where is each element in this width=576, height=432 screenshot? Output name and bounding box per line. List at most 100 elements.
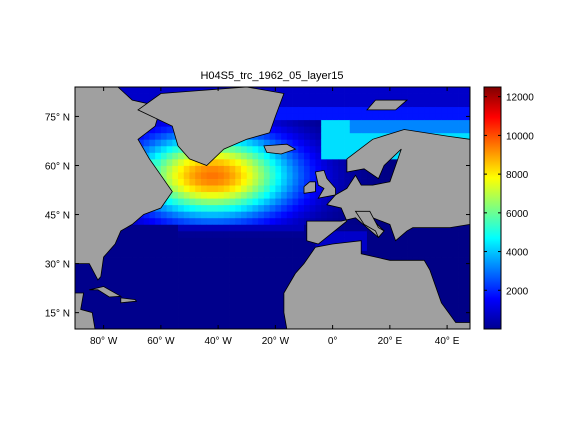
field-cell — [160, 139, 167, 147]
field-cell — [115, 243, 122, 251]
field-cell — [252, 302, 259, 310]
field-cell — [275, 113, 282, 121]
field-cell — [315, 132, 322, 140]
field-cell — [223, 315, 230, 323]
field-cell — [424, 237, 431, 245]
field-cell — [303, 178, 311, 186]
field-cell — [344, 224, 351, 232]
field-cell — [229, 191, 236, 199]
field-cell — [189, 276, 196, 284]
field-cell — [286, 224, 293, 232]
field-cell — [195, 165, 202, 173]
field-cell — [355, 119, 362, 127]
field-cell — [149, 257, 156, 264]
field-cell — [166, 126, 173, 134]
field-cell — [332, 237, 339, 245]
field-cell — [80, 302, 87, 310]
field-cell — [332, 172, 339, 179]
field-cell — [235, 217, 242, 225]
field-cell — [372, 250, 379, 258]
field-cell — [183, 191, 190, 199]
field-cell — [178, 172, 185, 179]
y-tick-label: 60° N — [45, 161, 70, 172]
field-cell — [189, 237, 196, 245]
field-cell — [229, 237, 236, 245]
field-cell — [321, 237, 328, 245]
field-cell — [355, 132, 362, 140]
field-cell — [149, 217, 156, 225]
field-cell — [212, 165, 219, 173]
field-cell — [103, 263, 110, 271]
field-cell — [155, 309, 162, 317]
field-cell — [361, 106, 368, 114]
field-cell — [241, 302, 248, 310]
field-cell — [183, 302, 190, 310]
field-cell — [178, 276, 185, 284]
field-cell — [309, 152, 316, 160]
field-cell — [441, 106, 448, 114]
field-cell — [149, 211, 156, 219]
field-cell — [241, 263, 248, 271]
field-cell — [172, 204, 179, 212]
field-cell — [263, 172, 271, 179]
field-cell — [275, 198, 282, 206]
field-cell — [172, 296, 179, 304]
field-cell — [212, 224, 219, 232]
field-cell — [447, 230, 454, 238]
field-cell — [178, 87, 185, 94]
field-cell — [172, 217, 179, 225]
field-cell — [447, 283, 454, 291]
field-cell — [160, 158, 167, 166]
field-cell — [218, 165, 225, 173]
field-cell — [246, 276, 253, 284]
field-cell — [452, 315, 459, 323]
field-cell — [195, 198, 202, 206]
field-cell — [321, 145, 328, 153]
field-cell — [303, 211, 311, 219]
field-cell — [92, 289, 99, 297]
field-cell — [235, 270, 242, 278]
field-cell — [258, 158, 265, 166]
field-cell — [166, 211, 173, 219]
field-cell — [200, 204, 208, 212]
field-cell — [166, 87, 173, 94]
field-cell — [269, 211, 276, 219]
field-cell — [269, 87, 276, 94]
field-cell — [332, 139, 339, 147]
field-cell — [126, 243, 133, 251]
field-cell — [218, 211, 225, 219]
field-cell — [281, 283, 288, 291]
field-cell — [275, 158, 282, 166]
field-cell — [269, 191, 276, 199]
chart-title: H04S5_trc_1962_05_layer15 — [200, 70, 343, 82]
field-cell — [292, 87, 299, 94]
field-cell — [137, 270, 145, 278]
field-cell — [212, 178, 219, 186]
field-cell — [212, 283, 219, 291]
field-cell — [183, 230, 190, 238]
field-cell — [298, 211, 305, 219]
field-cell — [395, 93, 402, 101]
field-cell — [252, 270, 259, 278]
field-cell — [241, 152, 248, 160]
field-cell — [298, 217, 305, 225]
field-cell — [275, 270, 282, 278]
field-cell — [258, 132, 265, 140]
field-cell — [263, 270, 271, 278]
field-cell — [132, 224, 139, 232]
field-cell — [452, 119, 459, 127]
field-cell — [166, 204, 173, 212]
field-cell — [258, 230, 265, 238]
field-cell — [361, 237, 368, 245]
field-cell — [183, 315, 190, 323]
field-cell — [137, 230, 145, 238]
field-cell — [269, 276, 276, 284]
field-cell — [183, 243, 190, 251]
field-cell — [355, 172, 362, 179]
field-cell — [172, 165, 179, 173]
field-cell — [309, 113, 316, 121]
field-cell — [252, 276, 259, 284]
field-cell — [178, 315, 185, 323]
field-cell — [172, 243, 179, 251]
field-cell — [75, 276, 82, 284]
